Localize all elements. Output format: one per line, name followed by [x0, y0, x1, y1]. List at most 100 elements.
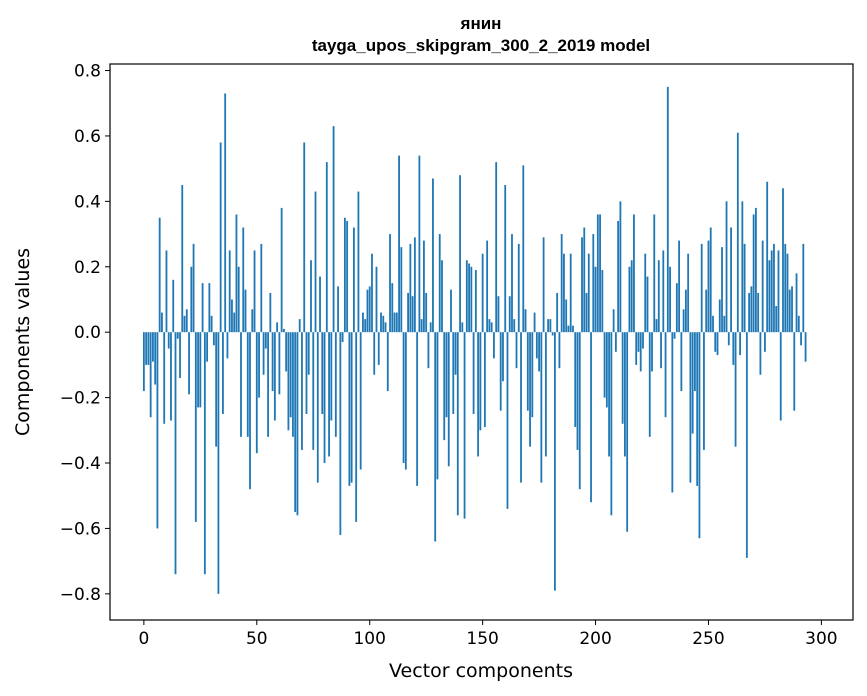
- bar-150: [481, 253, 484, 333]
- bar-13: [172, 279, 175, 333]
- bar-137: [452, 332, 455, 414]
- bar-43: [240, 332, 242, 437]
- chart-title: янин: [460, 14, 502, 33]
- bar-48: [251, 309, 254, 333]
- bar-188: [567, 325, 570, 333]
- bar-120: [413, 237, 416, 333]
- bar-67: [294, 332, 297, 513]
- bar-266: [743, 243, 746, 333]
- bar-222: [644, 253, 647, 333]
- bar-12: [170, 332, 172, 421]
- bar-84: [332, 126, 335, 333]
- bar-2: [147, 332, 150, 365]
- bar-0: [142, 332, 145, 392]
- bar-212: [621, 332, 624, 424]
- bar-63: [285, 332, 288, 372]
- bar-8: [161, 312, 163, 333]
- bar-160: [504, 185, 507, 333]
- y-tick-label: −0.2: [60, 389, 101, 409]
- bar-173: [533, 312, 536, 333]
- bar-272: [757, 292, 760, 333]
- bar-244: [694, 332, 696, 392]
- bar-186: [563, 253, 565, 333]
- bar-94: [355, 332, 358, 522]
- bar-267: [745, 332, 748, 558]
- bar-205: [605, 332, 608, 408]
- bar-76: [314, 191, 317, 333]
- bar-268: [748, 292, 751, 333]
- bar-95: [357, 191, 360, 333]
- bar-83: [330, 332, 333, 421]
- bar-53: [262, 332, 265, 375]
- bar-141: [461, 322, 464, 333]
- bar-254: [716, 332, 719, 356]
- bar-238: [680, 332, 683, 392]
- bar-49: [253, 250, 256, 333]
- bar-284: [784, 243, 787, 333]
- y-tick-label: 0.2: [74, 258, 101, 278]
- bar-37: [226, 332, 229, 359]
- bar-39: [231, 299, 233, 333]
- bar-169: [524, 309, 527, 333]
- bar-62: [282, 328, 285, 333]
- bar-203: [601, 270, 604, 333]
- bar-61: [280, 207, 283, 333]
- bar-139: [456, 332, 459, 516]
- bar-59: [276, 322, 279, 333]
- bar-33: [217, 332, 220, 594]
- bar-181: [551, 332, 554, 336]
- bar-149: [479, 332, 482, 431]
- bar-237: [678, 240, 681, 333]
- x-tick-label: 200: [579, 629, 611, 649]
- bar-97: [362, 312, 364, 333]
- bar-177: [542, 237, 545, 333]
- bar-196: [585, 292, 588, 333]
- bar-75: [312, 332, 315, 450]
- x-tick-label: 50: [246, 629, 268, 649]
- bar-117: [407, 292, 410, 333]
- y-tick-label: −0.4: [60, 454, 101, 474]
- x-axis-label: Vector components: [389, 660, 573, 682]
- bar-38: [228, 250, 231, 333]
- bar-185: [560, 234, 563, 333]
- bar-102: [373, 332, 376, 375]
- bar-40: [233, 312, 236, 333]
- bar-36: [224, 93, 227, 333]
- bar-151: [483, 332, 486, 428]
- bar-239: [682, 309, 685, 333]
- bar-257: [723, 315, 726, 333]
- bar-231: [664, 332, 667, 418]
- bar-129: [434, 332, 437, 542]
- bar-60: [278, 332, 281, 395]
- bar-58: [273, 332, 276, 421]
- bar-15: [176, 332, 179, 339]
- bar-132: [441, 260, 443, 333]
- bar-161: [506, 332, 509, 509]
- bar-9: [163, 332, 166, 424]
- bar-86: [337, 286, 339, 333]
- bar-292: [802, 243, 805, 333]
- bar-70: [301, 332, 303, 450]
- bar-174: [535, 332, 538, 359]
- bar-5: [154, 332, 157, 385]
- bar-162: [508, 296, 511, 333]
- bar-213: [624, 332, 626, 457]
- bar-230: [662, 250, 665, 333]
- bar-195: [583, 227, 586, 333]
- bar-179: [547, 319, 550, 333]
- y-axis-ticks: −0.8 −0.6 −0.4 −0.2 0.0 0.2 0.4 0.6 0.8: [60, 62, 110, 605]
- bar-293: [804, 332, 807, 362]
- bar-119: [411, 296, 414, 333]
- y-tick-label: 0.0: [74, 323, 101, 343]
- y-tick-label: 0.8: [74, 62, 101, 82]
- bar-260: [730, 227, 732, 333]
- bar-248: [703, 332, 705, 450]
- bar-264: [739, 332, 741, 356]
- bar-52: [260, 243, 263, 333]
- bar-288: [793, 332, 796, 411]
- bar-215: [628, 266, 631, 333]
- bar-72: [305, 332, 308, 414]
- x-tick-label: 150: [466, 629, 498, 649]
- bar-189: [569, 253, 572, 333]
- bar-275: [764, 332, 766, 352]
